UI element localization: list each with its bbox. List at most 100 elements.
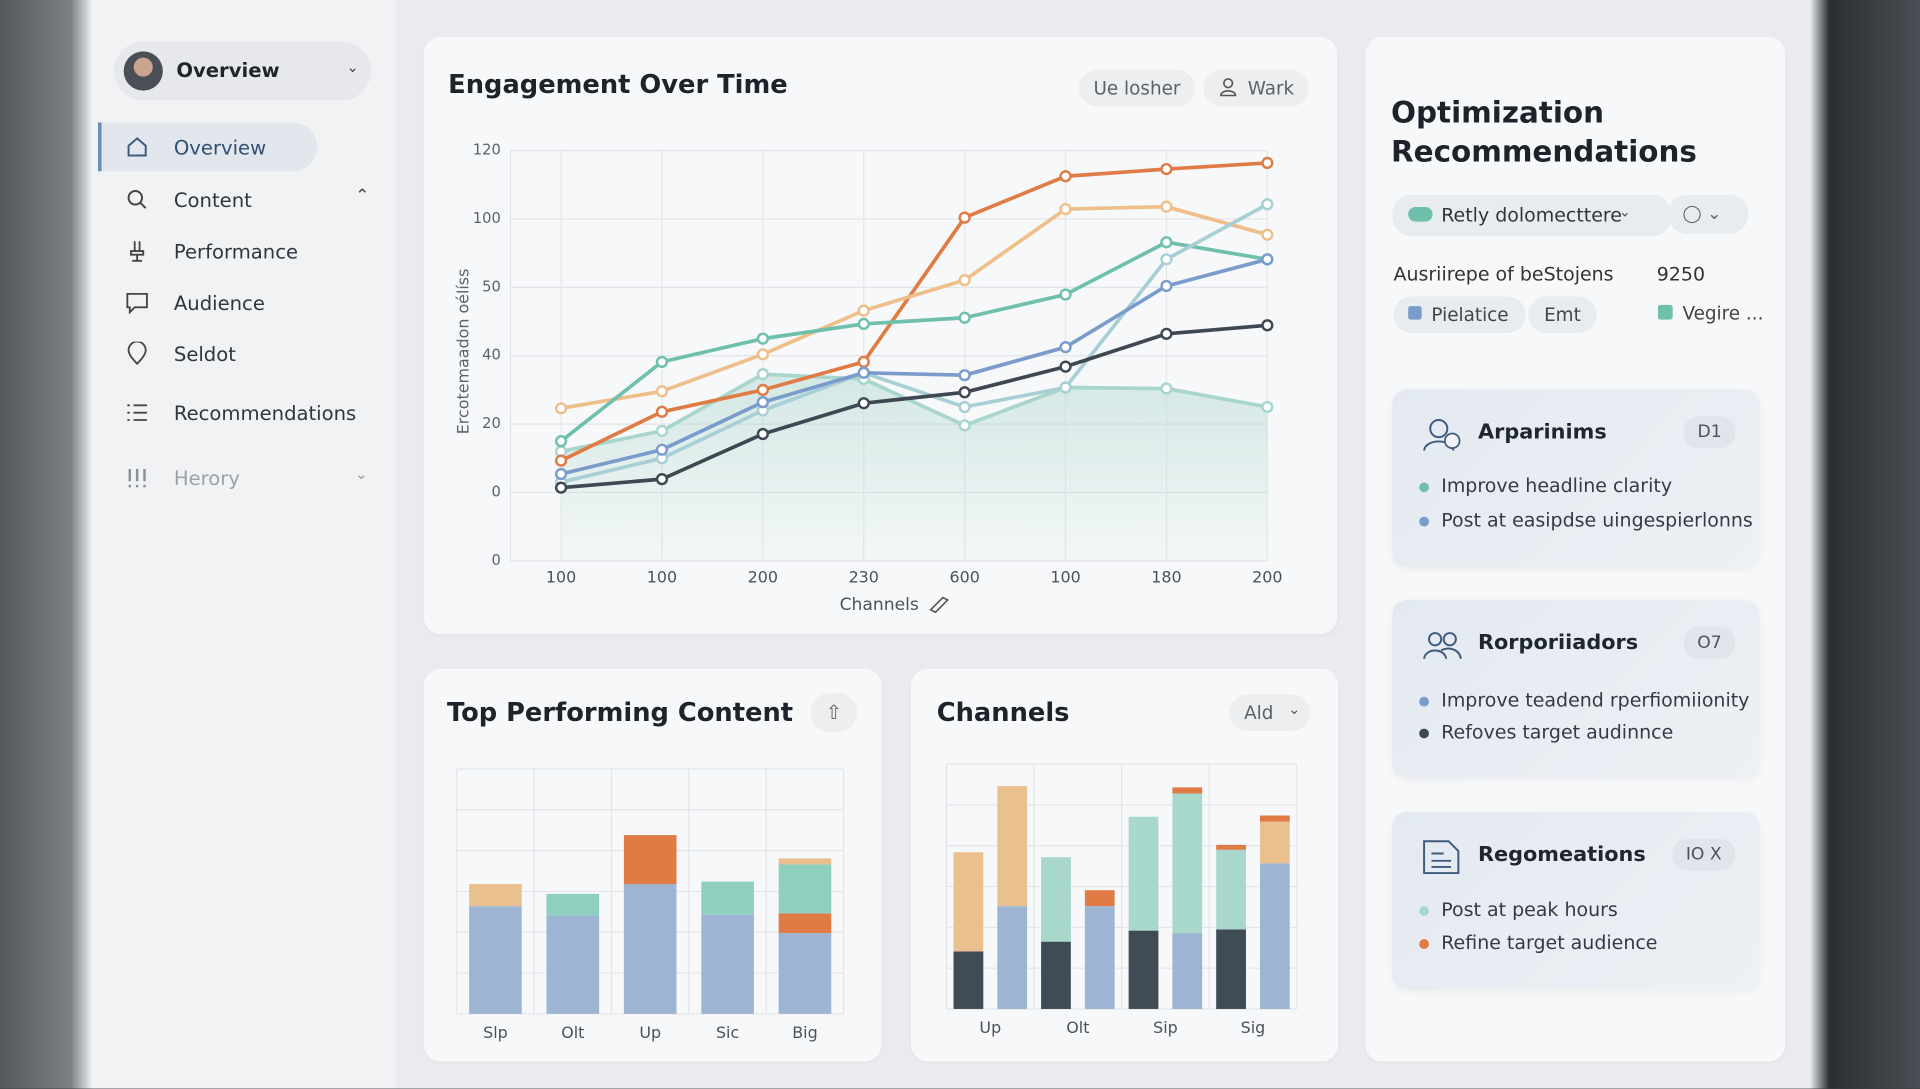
data-point [1160, 382, 1173, 395]
recommendation-card[interactable]: Arparinims D1 Improve headline clarity P… [1392, 389, 1760, 567]
user-icon [1220, 78, 1237, 97]
data-point [655, 443, 669, 456]
data-point [554, 435, 568, 448]
y-tick-label: 0 [491, 552, 500, 569]
data-point [1160, 236, 1173, 249]
card-item: Refoves target audinnce [1441, 721, 1674, 744]
y-tick-label: 50 [482, 278, 501, 295]
series-line [560, 161, 1268, 463]
x-tick-label: Up [639, 1023, 661, 1042]
y-tick-label: 40 [482, 347, 501, 364]
y-axis-label: Ercotemaadon oélíss [454, 269, 473, 435]
data-point [1059, 202, 1072, 216]
nav-item[interactable]: Recommendations [125, 400, 356, 424]
x-tick-label: 200 [748, 567, 778, 586]
profile-menu[interactable]: Overview ⌄ [113, 41, 372, 101]
bar-segment [1128, 930, 1159, 1009]
card-item: Improve headline clarity [1441, 475, 1673, 498]
tag-swatch [1408, 306, 1422, 320]
chevron: ⌄ [1618, 203, 1632, 221]
nav-item[interactable]: Overview [125, 135, 266, 159]
x-tick-label: Big [792, 1023, 817, 1042]
x-tick-label: 200 [1252, 567, 1282, 586]
chevron: ⌄ [355, 465, 368, 483]
series-line [560, 323, 1268, 490]
data-point [756, 427, 769, 441]
card-title: Regomeations [1477, 842, 1646, 867]
x-tick-label: 100 [1050, 567, 1080, 586]
tag[interactable]: Pielatice [1393, 296, 1526, 334]
data-point [655, 424, 669, 438]
bar-segment [1084, 890, 1115, 907]
nav-item[interactable]: Herory [125, 465, 240, 489]
filter-dropdown[interactable]: Retly dolomecttere [1392, 194, 1671, 237]
data-point [958, 419, 971, 432]
bullet [1419, 906, 1429, 916]
bar-segment [1172, 933, 1203, 1009]
nav-item[interactable]: Performance [125, 239, 298, 263]
nav-item[interactable]: Seldot [125, 341, 236, 366]
nav-item[interactable]: Content [125, 187, 252, 211]
data-point [756, 368, 769, 381]
icon [127, 137, 147, 157]
data-point [958, 386, 971, 399]
bar-segment [1172, 787, 1203, 794]
export-button[interactable]: ⇧ [810, 693, 858, 733]
x-tick-label: Sig [1241, 1018, 1266, 1037]
bar-segment [1259, 821, 1290, 864]
profile-name: Overview [176, 58, 280, 83]
series-line [560, 202, 1269, 484]
data-point [1059, 170, 1072, 183]
bar-segment [1128, 816, 1159, 931]
x-tick-label: 230 [849, 567, 879, 586]
card-icon [1423, 632, 1462, 660]
x-tick-label: Slp [483, 1023, 508, 1042]
panel-title: Optimization Recommendations [1391, 95, 1697, 169]
data-point [756, 396, 769, 409]
dropdown[interactable]: Ald [1229, 694, 1311, 732]
data-point [655, 472, 669, 486]
y-tick-label: 0 [491, 483, 500, 500]
y-tick-label: 100 [473, 210, 501, 227]
x-axis-label: Channels [840, 595, 919, 615]
bar-segment [778, 913, 832, 934]
bar-segment [1084, 906, 1115, 1009]
bullet [1419, 516, 1429, 527]
bar-segment [997, 906, 1028, 1009]
data-point [655, 405, 669, 418]
data-point [1261, 228, 1274, 241]
data-point [857, 366, 870, 379]
data-point [958, 400, 971, 414]
x-tick-label: Olt [1066, 1018, 1089, 1037]
nav-item[interactable]: Audience [125, 290, 265, 315]
bar-segment [469, 884, 522, 907]
data-point [1160, 253, 1173, 266]
avatar [123, 51, 163, 91]
edit-icon [929, 596, 950, 614]
toggle-button[interactable]: Ue losher [1078, 69, 1196, 107]
tag[interactable]: Vegire ... [1682, 302, 1764, 325]
bar-segment [469, 906, 522, 1014]
data-point [1261, 156, 1274, 170]
x-tick-label: 180 [1151, 567, 1181, 586]
toggle-button[interactable]: Wark [1203, 69, 1309, 107]
data-point [655, 385, 669, 398]
search-button[interactable]: ◯ ⌄ [1667, 194, 1749, 234]
data-point [554, 454, 568, 467]
nav-label: Seldot [173, 342, 236, 366]
card-item: Improve teadend rperfiomiionity [1441, 689, 1750, 712]
recommendation-card[interactable]: Regomeations IO X Post at peak hours Ref… [1392, 811, 1760, 990]
bar-segment [1041, 941, 1071, 1009]
tag[interactable]: Emt [1528, 296, 1597, 334]
data-point [554, 481, 568, 494]
data-point [554, 402, 568, 415]
bar-segment [1172, 793, 1203, 934]
icon [130, 241, 145, 262]
bar-segment [778, 858, 832, 865]
icon [128, 468, 146, 488]
recommendation-card[interactable]: Rorporiiadors O7 Improve teadend rperfio… [1392, 600, 1760, 778]
data-point [1059, 381, 1072, 394]
nav-label: Overview [173, 135, 267, 159]
